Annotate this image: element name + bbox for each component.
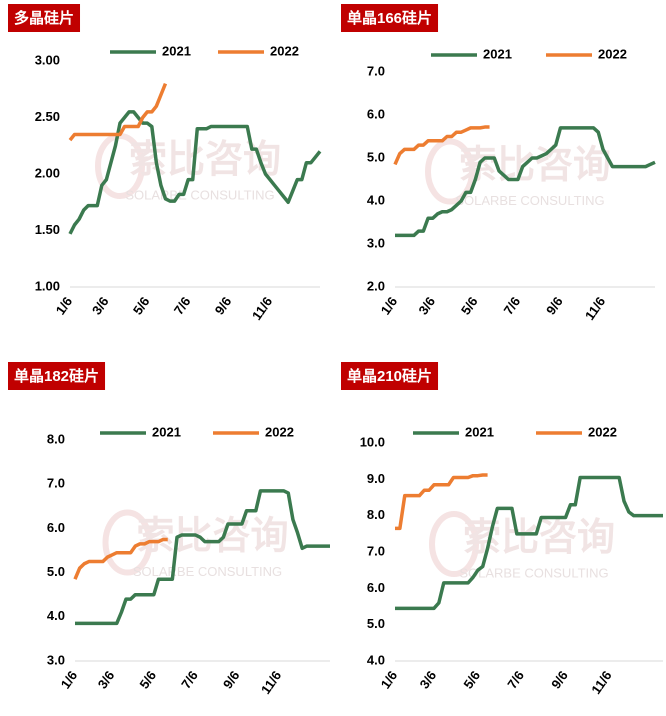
y-tick-label: 3.0 — [367, 235, 385, 250]
title-box — [8, 362, 106, 390]
y-tick-label: 6.0 — [47, 520, 65, 535]
title-box — [341, 362, 439, 390]
y-tick-label: 2.50 — [35, 109, 60, 124]
series-line — [68, 82, 168, 142]
watermark-logo — [425, 138, 475, 205]
x-tick-label: 9/6 — [220, 668, 243, 691]
chart-title: 多晶硅片 — [14, 9, 74, 27]
series-line — [395, 473, 488, 531]
x-tick-label: 3/6 — [89, 294, 112, 317]
x-tick-label: 3/6 — [415, 294, 438, 317]
legend-label: 2021 — [162, 43, 191, 58]
y-tick-label: 3.00 — [35, 52, 60, 67]
y-tick-label: 2.00 — [35, 165, 60, 180]
x-tick-label: 9/6 — [212, 294, 235, 317]
x-tick-label: 5/6 — [458, 294, 481, 317]
legend-label: 2021 — [465, 424, 494, 439]
x-tick-label: 7/6 — [171, 294, 194, 317]
x-tick-label: 5/6 — [130, 294, 153, 317]
x-tick-label: 5/6 — [460, 668, 483, 691]
x-tick-label: 9/6 — [543, 294, 566, 317]
x-tick-label: 9/6 — [548, 668, 571, 691]
legend-label: 2022 — [598, 46, 627, 61]
y-tick-label: 4.0 — [367, 652, 385, 667]
watermark-text: 索比咨询 — [136, 516, 288, 558]
y-tick-label: 7.0 — [367, 63, 385, 78]
watermark-text: SOLARBE CONSULTING — [125, 187, 274, 202]
x-tick-label: 1/6 — [378, 668, 401, 691]
chart-title: 单晶210硅片 — [347, 367, 432, 385]
y-tick-label: 1.00 — [35, 278, 60, 293]
series-line — [73, 537, 168, 580]
y-tick-label: 7.0 — [47, 476, 65, 491]
y-tick-label: 4.0 — [47, 608, 65, 623]
y-tick-label: 5.0 — [47, 564, 65, 579]
x-tick-label: 11/6 — [588, 668, 614, 697]
y-tick-label: 8.0 — [47, 431, 65, 446]
x-tick-label: 7/6 — [178, 668, 201, 691]
y-tick-label: 7.0 — [367, 543, 385, 558]
title-box — [8, 4, 81, 32]
y-tick-label: 3.0 — [47, 652, 65, 667]
series-line — [75, 489, 330, 626]
x-tick-label: 1/6 — [378, 294, 401, 317]
y-tick-label: 6.0 — [367, 106, 385, 121]
legend-label: 2021 — [483, 46, 512, 61]
x-tick-label: 7/6 — [501, 294, 524, 317]
x-tick-label: 11/6 — [258, 668, 284, 697]
x-tick-label: 7/6 — [504, 668, 527, 691]
y-tick-label: 2.0 — [367, 278, 385, 293]
y-tick-label: 5.0 — [367, 616, 385, 631]
legend-label: 2022 — [588, 424, 617, 439]
y-tick-label: 8.0 — [367, 507, 385, 522]
chart-title: 单晶182硅片 — [14, 367, 99, 385]
y-tick-label: 1.50 — [35, 222, 60, 237]
y-tick-label: 5.0 — [367, 149, 385, 164]
series-line — [395, 475, 663, 611]
legend-label: 2021 — [152, 424, 181, 439]
y-tick-label: 9.0 — [367, 471, 385, 486]
legend-label: 2022 — [265, 424, 294, 439]
series-line — [393, 125, 490, 166]
watermark-text: SOLARBE CONSULTING — [459, 565, 608, 580]
watermark-text: 索比咨询 — [459, 145, 611, 187]
series-line — [395, 126, 656, 238]
title-box — [341, 4, 439, 32]
y-tick-label: 4.0 — [367, 192, 385, 207]
x-tick-label: 11/6 — [249, 294, 275, 323]
x-tick-label: 1/6 — [58, 668, 81, 691]
x-tick-label: 5/6 — [136, 668, 159, 691]
legend-label: 2022 — [270, 43, 299, 58]
x-tick-label: 11/6 — [582, 294, 608, 323]
x-tick-label: 1/6 — [53, 294, 76, 317]
watermark-text: SOLARBE CONSULTING — [455, 193, 604, 208]
y-tick-label: 10.0 — [360, 434, 385, 449]
watermark-logo — [429, 511, 479, 577]
y-tick-label: 6.0 — [367, 580, 385, 595]
x-tick-label: 3/6 — [417, 668, 440, 691]
series-line — [68, 110, 322, 235]
x-tick-label: 3/6 — [95, 668, 118, 691]
chart-title: 单晶166硅片 — [347, 9, 432, 27]
watermark-text: SOLARBE CONSULTING — [133, 564, 282, 579]
